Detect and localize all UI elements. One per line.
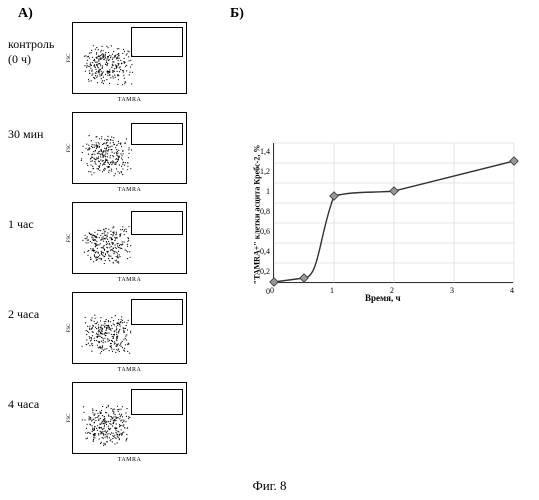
chart-plot-area: 00,20,40,60,811,21,401234 <box>273 143 513 283</box>
scatter-time-label: 1 час <box>8 217 68 232</box>
scatter-x-label: TAMRA <box>118 187 142 193</box>
scatter-time-label: 2 часа <box>8 307 68 322</box>
panel-a-label: А) <box>18 6 33 22</box>
chart-xtick: 0 <box>270 286 274 295</box>
scatter-time-label: 4 часа <box>8 397 68 412</box>
scatter-y-label: FSC <box>67 414 72 423</box>
scatter-x-label: TAMRA <box>118 457 142 463</box>
chart-xtick: 4 <box>510 286 514 295</box>
line-chart: 00,20,40,60,811,21,401234 Время, ч "TAMR… <box>235 135 525 315</box>
scatter-plot: TAMRAFSC <box>72 112 187 184</box>
chart-x-axis-title: Время, ч <box>365 293 401 303</box>
chart-xtick: 3 <box>450 286 454 295</box>
scatter-y-label: FSC <box>67 144 72 153</box>
scatter-y-label: FSC <box>67 234 72 243</box>
scatter-y-label: FSC <box>67 54 72 63</box>
figure-caption: Фиг. 8 <box>252 478 286 494</box>
panel-b-label: Б) <box>230 6 244 22</box>
chart-xtick: 1 <box>330 286 334 295</box>
chart-y-axis-title: "TAMRA+" клетки асцита Кребс-2, % <box>253 135 262 295</box>
scatter-time-label: контроль(0 ч) <box>8 37 68 67</box>
scatter-x-label: TAMRA <box>118 277 142 283</box>
scatter-plot: TAMRAFSC <box>72 382 187 454</box>
scatter-x-label: TAMRA <box>118 367 142 373</box>
scatter-plot: TAMRAFSC <box>72 202 187 274</box>
scatter-time-label: 30 мин <box>8 127 68 142</box>
scatter-y-label: FSC <box>67 324 72 333</box>
scatter-plot: TAMRAFSC <box>72 292 187 364</box>
scatter-x-label: TAMRA <box>118 97 142 103</box>
scatter-plot: TAMRAFSC <box>72 22 187 94</box>
